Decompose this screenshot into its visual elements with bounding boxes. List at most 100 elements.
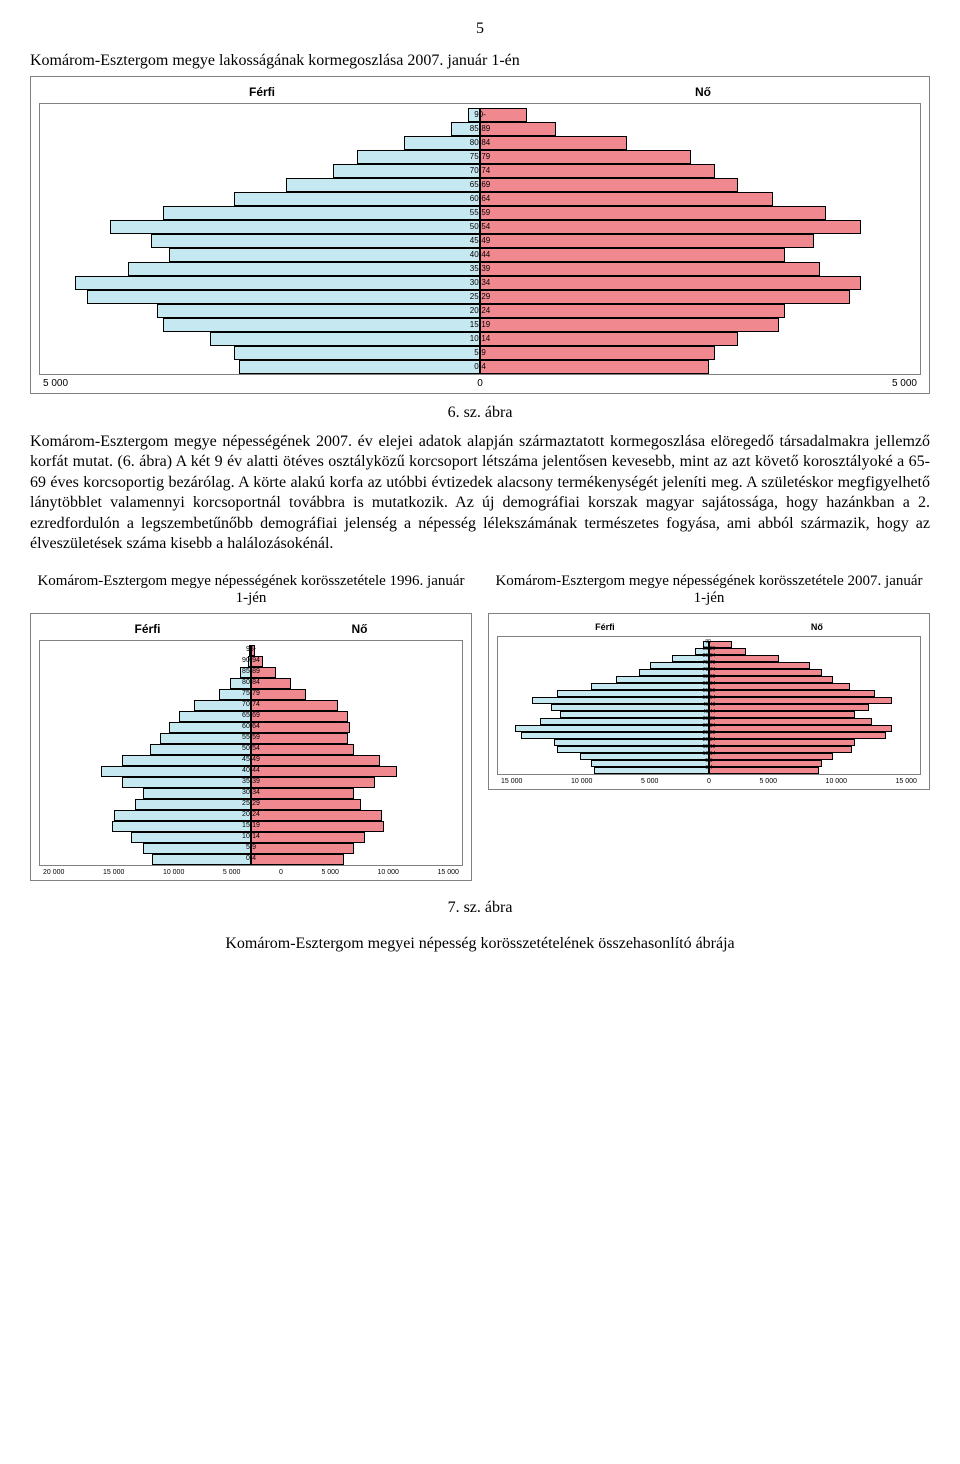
bar-female <box>251 854 344 865</box>
pyramid-row <box>40 318 920 332</box>
bar-female <box>251 843 354 854</box>
pyramid-row <box>498 760 920 767</box>
pyramid-row <box>498 683 920 690</box>
axis-main: 5 00005 000 <box>39 375 921 389</box>
bar-male <box>532 697 709 704</box>
bar-male <box>639 669 709 676</box>
bar-female <box>480 276 861 290</box>
legend-female: Nő <box>695 85 711 99</box>
pyramid-row <box>40 700 462 711</box>
pyramid-row <box>40 346 920 360</box>
pyramid-row <box>40 854 462 865</box>
figure-caption-1: 6. sz. ábra <box>30 404 930 422</box>
left-chart-title: Komárom-Esztergom megye népességének kor… <box>30 573 472 607</box>
bar-female <box>251 755 380 766</box>
bar-male <box>122 755 251 766</box>
pyramid-row <box>40 290 920 304</box>
bar-male <box>515 725 709 732</box>
footer-title: Komárom-Esztergom megyei népesség koröss… <box>30 935 930 953</box>
bar-male <box>157 304 480 318</box>
body-paragraph: Komárom-Esztergom megye népességének 200… <box>30 432 930 555</box>
bar-female <box>480 304 785 318</box>
pyramid-row <box>498 704 920 711</box>
bar-male <box>239 360 480 374</box>
pyramid-row <box>40 799 462 810</box>
bar-female <box>251 766 397 777</box>
bar-male <box>152 854 251 865</box>
bar-female <box>709 718 872 725</box>
axis-tick: 10 000 <box>163 869 184 876</box>
bar-female <box>709 697 892 704</box>
axis-right: 15 00010 0005 00005 00010 00015 000 <box>497 775 921 785</box>
bar-male <box>143 788 251 799</box>
bar-male <box>112 821 251 832</box>
bar-female <box>709 662 810 669</box>
pyramid-row <box>498 662 920 669</box>
axis-tick: 15 000 <box>501 778 522 785</box>
bar-male <box>554 739 709 746</box>
bar-male <box>594 767 709 774</box>
bar-female <box>251 645 255 656</box>
bar-female <box>480 262 820 276</box>
bar-male <box>114 810 251 821</box>
pyramid-row <box>40 821 462 832</box>
bar-male <box>580 753 709 760</box>
pyramid-row <box>40 122 920 136</box>
legend-female: Nő <box>811 622 823 632</box>
right-chart-title: Komárom-Esztergom megye népességének kor… <box>488 573 930 607</box>
bar-male <box>616 676 709 683</box>
bar-male <box>163 206 480 220</box>
axis-tick: 15 000 <box>103 869 124 876</box>
bar-male <box>650 662 709 669</box>
axis-tick: 15 000 <box>437 869 458 876</box>
bar-male <box>357 150 480 164</box>
axis-tick: 5 000 <box>223 869 241 876</box>
bar-male <box>160 733 251 744</box>
pyramid-row <box>498 753 920 760</box>
left-chart: Férfi Nő 95-90-9485-8980-8475-7970-7465-… <box>30 613 472 881</box>
pyramid-row <box>498 725 920 732</box>
bar-male <box>333 164 480 178</box>
bar-male <box>87 290 480 304</box>
bar-female <box>480 206 826 220</box>
bar-male <box>234 346 480 360</box>
bar-male <box>560 711 709 718</box>
axis-tick: 0 <box>477 378 483 389</box>
pyramid-row <box>498 641 920 648</box>
bar-female <box>251 700 338 711</box>
bar-female <box>480 346 715 360</box>
pyramid-row <box>498 690 920 697</box>
bar-male <box>551 704 709 711</box>
pyramid-row <box>40 206 920 220</box>
bar-female <box>709 655 779 662</box>
axis-tick: 10 000 <box>571 778 592 785</box>
bar-male <box>169 248 480 262</box>
pyramid-row <box>40 276 920 290</box>
two-column-charts: Komárom-Esztergom megye népességének kor… <box>30 569 930 889</box>
bar-female <box>709 704 869 711</box>
pyramid-row <box>498 655 920 662</box>
bar-male <box>194 700 251 711</box>
main-chart-title: Komárom-Esztergom megye lakosságának kor… <box>30 52 930 70</box>
bar-male <box>150 744 251 755</box>
bar-female <box>251 733 348 744</box>
bar-female <box>709 739 855 746</box>
axis-tick: 5 000 <box>641 778 659 785</box>
pyramid-row <box>498 697 920 704</box>
pyramid-row <box>40 777 462 788</box>
bar-female <box>709 760 822 767</box>
bar-male <box>75 276 480 290</box>
main-chart: Férfi Nő 90-85-8980-8475-7970-7465-6960-… <box>30 76 930 394</box>
bar-female <box>251 722 350 733</box>
pyramid-row <box>40 733 462 744</box>
legend-male: Férfi <box>134 622 160 636</box>
bar-female <box>251 656 263 667</box>
pyramid-row <box>498 711 920 718</box>
bar-male <box>163 318 480 332</box>
bar-male <box>521 732 709 739</box>
bar-male <box>591 760 709 767</box>
bar-female <box>480 290 850 304</box>
axis-tick: 5 000 <box>321 869 339 876</box>
bar-male <box>451 122 480 136</box>
pyramid-row <box>498 746 920 753</box>
